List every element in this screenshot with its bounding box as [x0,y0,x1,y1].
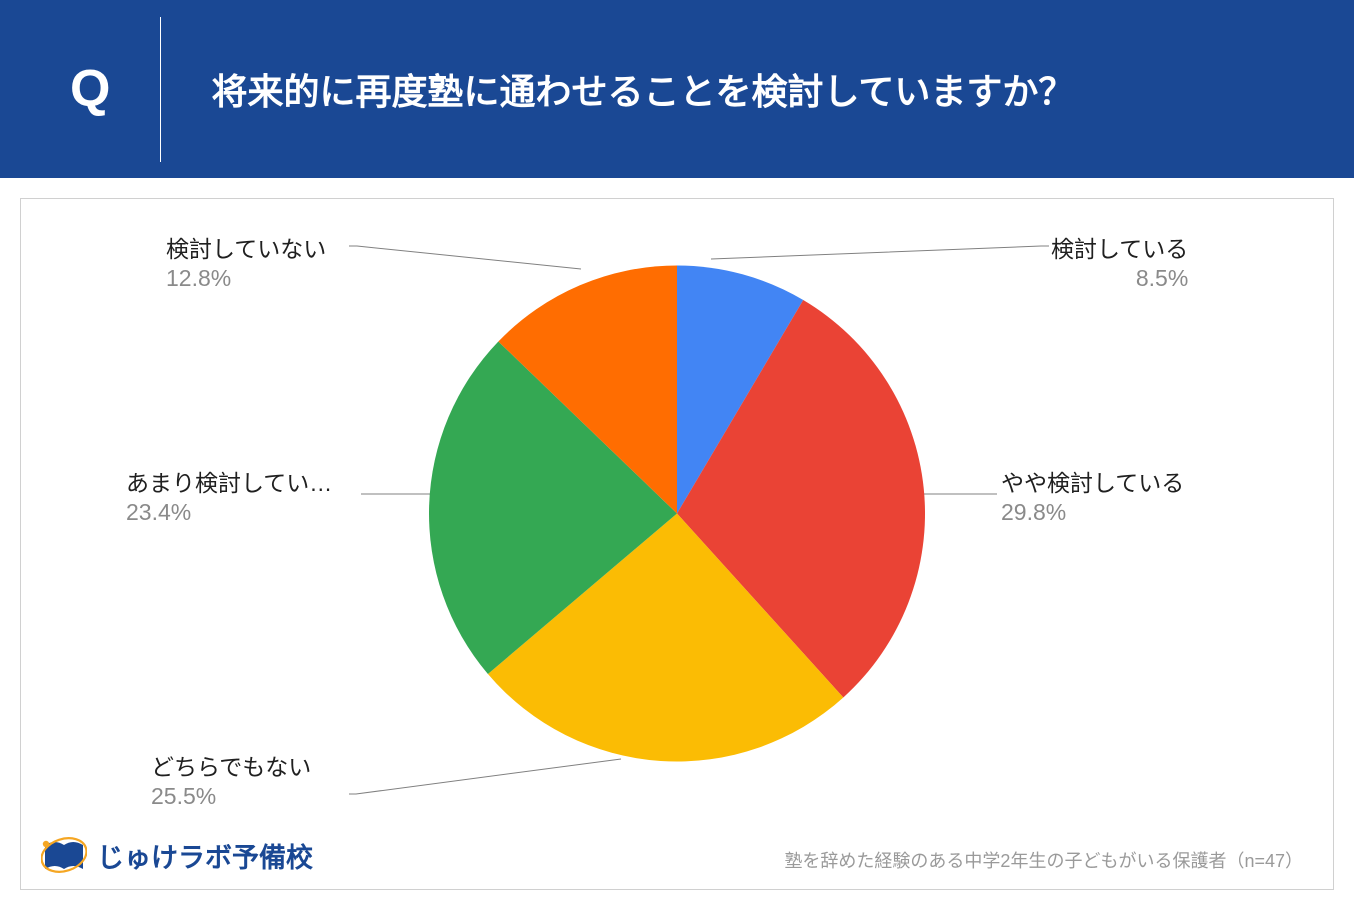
slice-label-0: 検討している8.5% [1051,235,1188,293]
brand-name: じゅけラボ予備校 [97,836,313,875]
slice-label-pct: 8.5% [1051,264,1188,293]
q-badge: Q [70,59,160,119]
slice-label-text: どちらでもない [151,753,311,782]
slice-label-text: あまり検討してい… [126,469,332,498]
slice-label-text: 検討していない [166,235,326,264]
question-text: 将来的に再度塾に通わせることを検討していますか？ [161,63,1074,115]
slice-label-3: あまり検討してい…23.4% [126,469,332,527]
slice-label-pct: 23.4% [126,498,332,527]
chart-container: 検討している8.5% やや検討している29.8% どちらでもない25.5% あまり検討… [20,198,1334,890]
slice-label-pct: 29.8% [1001,498,1184,527]
slice-label-text: 検討している [1051,235,1188,264]
pie-chart [427,264,927,769]
brand-logo: じゅけラボ予備校 [41,835,313,875]
slice-label-2: どちらでもない25.5% [151,753,311,811]
slice-label-4: 検討していない12.8% [166,235,326,293]
slice-label-pct: 25.5% [151,782,311,811]
slice-label-pct: 12.8% [166,264,326,293]
leader-line-0 [711,246,1049,259]
slice-label-1: やや検討している29.8% [1001,469,1184,527]
sample-note: 塾を辞めた経験のある中学2年生の子どもがいる保護者（n=47） [784,847,1303,873]
slice-label-text: やや検討している [1001,469,1184,498]
question-header: Q 将来的に再度塾に通わせることを検討していますか？ [0,0,1354,178]
book-icon [41,835,87,875]
